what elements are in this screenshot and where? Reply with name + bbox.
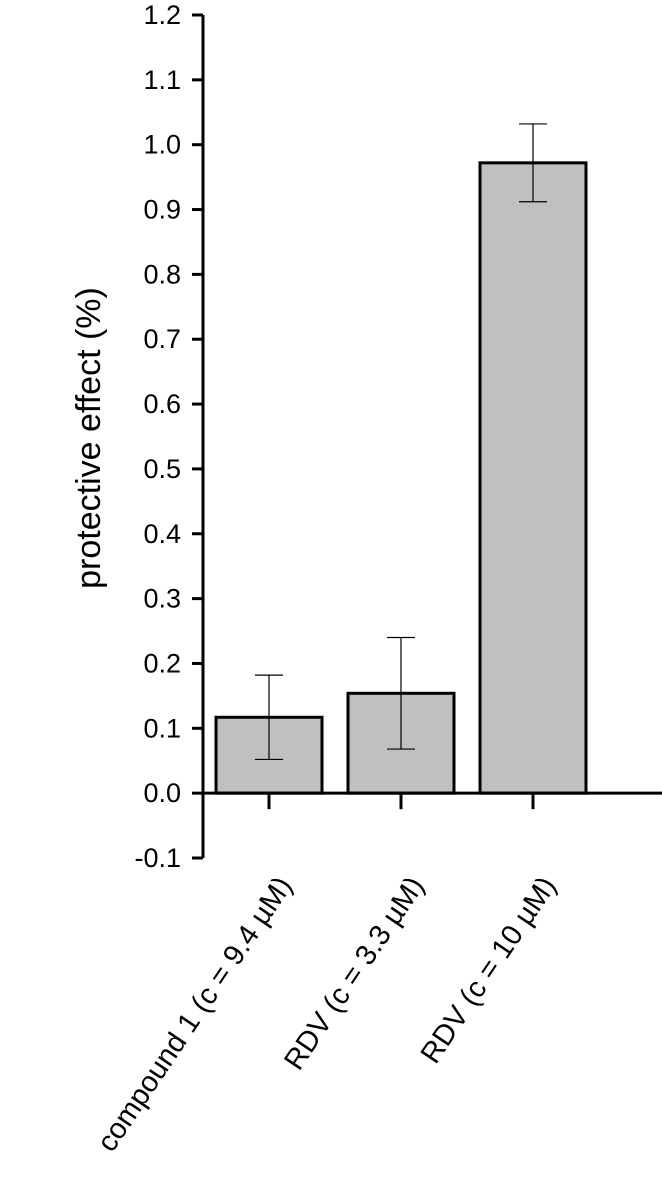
x-tick-label: RDV (c = 3.3 µM)	[278, 871, 431, 1076]
bars	[214, 161, 588, 795]
y-tick-label: 0.6	[143, 389, 181, 419]
x-axis-labels: compound 1 (c = 9.4 µM)RDV (c = 3.3 µM)R…	[91, 871, 563, 1157]
y-tick-label: 0.2	[143, 648, 181, 678]
x-tick-label: compound 1 (c = 9.4 µM)	[91, 871, 299, 1157]
y-axis-title: protective effect (%)	[70, 287, 108, 589]
y-axis-ticks: -0.1 0.0 0.1 0.2 0.3 0.4 0.5 0.6 0.7 0.8 0.9 1.0 1.1…	[134, 0, 203, 873]
axes	[201, 15, 662, 858]
y-tick-label: 0.1	[143, 713, 181, 743]
y-tick-label: -0.1	[134, 843, 181, 873]
y-tick-label: 1.2	[143, 0, 181, 30]
y-tick-label: 1.1	[143, 65, 181, 95]
y-tick-label: 0.8	[143, 259, 181, 289]
y-tick-label: 1.0	[143, 130, 181, 160]
bar	[478, 161, 588, 795]
error-bars	[255, 123, 547, 761]
y-tick-label: 0.9	[143, 195, 181, 225]
y-tick-label: 0.5	[143, 454, 181, 484]
x-tick-label: RDV (c = 10 µM)	[415, 871, 563, 1069]
y-tick-label: 0.0	[143, 778, 181, 808]
y-tick-label: 0.3	[143, 584, 181, 614]
y-tick-label: 0.4	[143, 519, 181, 549]
y-tick-label: 0.7	[143, 324, 181, 354]
